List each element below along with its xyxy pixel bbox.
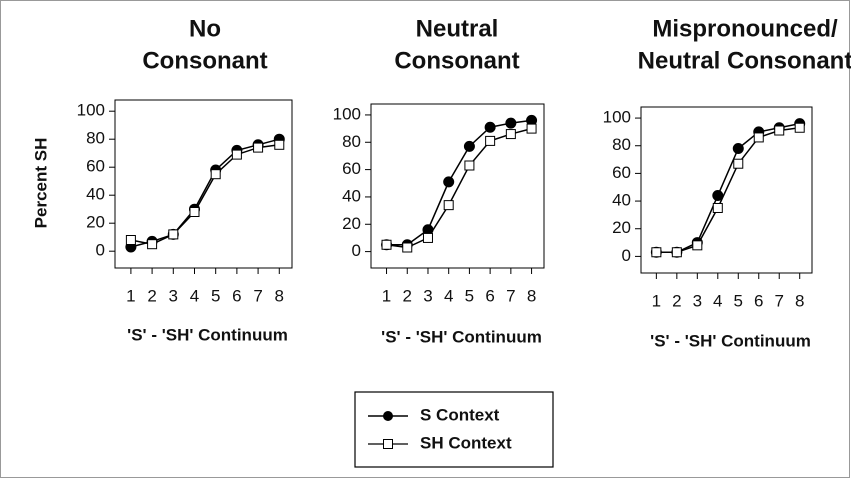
x-tick-label: 1 (652, 291, 661, 310)
x-tick-label: 7 (253, 286, 262, 305)
plot-area (370, 103, 545, 269)
point (505, 117, 517, 129)
point (526, 123, 537, 134)
point (210, 169, 221, 180)
point (381, 239, 392, 250)
y-tick-label: 60 (342, 159, 361, 178)
point (422, 232, 433, 243)
point (712, 202, 723, 213)
x-axis-label: 'S' - 'SH' Continuum (127, 325, 288, 344)
point (484, 121, 496, 133)
panel-title: Consonant (394, 47, 519, 74)
x-axis-label: 'S' - 'SH' Continuum (650, 331, 811, 350)
y-tick-label: 80 (612, 135, 631, 154)
point (443, 176, 455, 188)
y-tick-label: 100 (603, 108, 631, 127)
y-tick-label: 100 (333, 104, 361, 123)
y-tick-label: 100 (77, 101, 105, 120)
point (274, 139, 285, 150)
point (671, 247, 682, 258)
x-tick-label: 1 (382, 286, 391, 305)
point (485, 135, 496, 146)
panel-title: Mispronounced/ (652, 15, 838, 42)
point (733, 158, 744, 169)
point (189, 207, 200, 217)
point (231, 149, 242, 160)
point (732, 143, 744, 154)
panel-title: Consonant (142, 47, 267, 74)
y-tick-label: 0 (622, 246, 631, 265)
y-tick-label: 0 (96, 241, 105, 260)
point (651, 247, 662, 258)
x-tick-label: 5 (465, 286, 474, 305)
point (147, 239, 158, 250)
legend-label: SH Context (420, 433, 512, 452)
x-tick-label: 6 (754, 291, 763, 310)
x-tick-label: 4 (190, 286, 199, 305)
point (443, 200, 454, 211)
x-tick-label: 2 (403, 286, 412, 305)
point (794, 122, 805, 133)
point (253, 142, 264, 153)
x-tick-label: 7 (506, 286, 515, 305)
x-tick-label: 8 (275, 286, 284, 305)
y-tick-label: 80 (86, 129, 105, 148)
y-tick-label: 40 (612, 191, 631, 210)
x-axis-label: 'S' - 'SH' Continuum (381, 327, 542, 346)
point (168, 229, 179, 240)
x-tick-label: 3 (423, 286, 432, 305)
y-tick-label: 80 (342, 132, 361, 151)
x-tick-label: 3 (169, 286, 178, 305)
y-tick-label: 60 (612, 163, 631, 182)
y-tick-label: 40 (86, 185, 105, 204)
x-tick-label: 2 (147, 286, 156, 305)
point (463, 140, 475, 152)
x-tick-label: 4 (444, 286, 453, 305)
legend-label: S Context (420, 405, 500, 424)
point (464, 160, 475, 171)
x-tick-label: 3 (693, 291, 702, 310)
point (505, 129, 516, 140)
panel-title: Neutral (416, 15, 499, 42)
plot-area (114, 99, 293, 269)
legend-marker (383, 439, 393, 449)
point (753, 132, 764, 143)
x-tick-label: 8 (795, 291, 804, 310)
x-tick-label: 6 (485, 286, 494, 305)
point (692, 240, 703, 251)
x-tick-label: 1 (126, 286, 135, 305)
legend-marker (383, 411, 393, 421)
panel-title: No (189, 15, 221, 42)
point (402, 242, 413, 253)
x-tick-label: 6 (232, 286, 241, 305)
y-tick-label: 20 (612, 218, 631, 237)
point (125, 235, 136, 245)
point (774, 125, 785, 136)
panel-title: Neutral Consonant (638, 47, 851, 74)
x-tick-label: 7 (774, 291, 783, 310)
y-tick-label: 40 (342, 186, 361, 205)
y-tick-label: 20 (86, 213, 105, 232)
x-tick-label: 5 (211, 286, 220, 305)
y-tick-label: 0 (352, 241, 361, 260)
x-tick-label: 5 (734, 291, 743, 310)
y-tick-label: 60 (86, 157, 105, 176)
x-tick-label: 2 (672, 291, 681, 310)
y-tick-label: 20 (342, 214, 361, 233)
y-axis-label: Percent SH (31, 138, 50, 229)
x-tick-label: 8 (527, 286, 536, 305)
x-tick-label: 4 (713, 291, 722, 310)
legend (354, 391, 554, 468)
